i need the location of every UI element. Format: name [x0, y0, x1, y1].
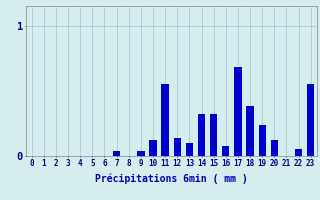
Bar — [271, 140, 278, 156]
Bar — [307, 84, 314, 156]
Bar — [149, 140, 157, 156]
Bar — [198, 114, 205, 156]
Bar — [259, 125, 266, 156]
Bar — [295, 149, 302, 156]
X-axis label: Précipitations 6min ( mm ): Précipitations 6min ( mm ) — [95, 173, 248, 184]
Bar — [113, 151, 120, 156]
Bar — [222, 146, 229, 156]
Bar — [210, 114, 217, 156]
Bar — [174, 138, 181, 156]
Bar — [234, 67, 242, 156]
Bar — [186, 143, 193, 156]
Bar — [137, 151, 145, 156]
Bar — [246, 106, 254, 156]
Bar — [162, 84, 169, 156]
